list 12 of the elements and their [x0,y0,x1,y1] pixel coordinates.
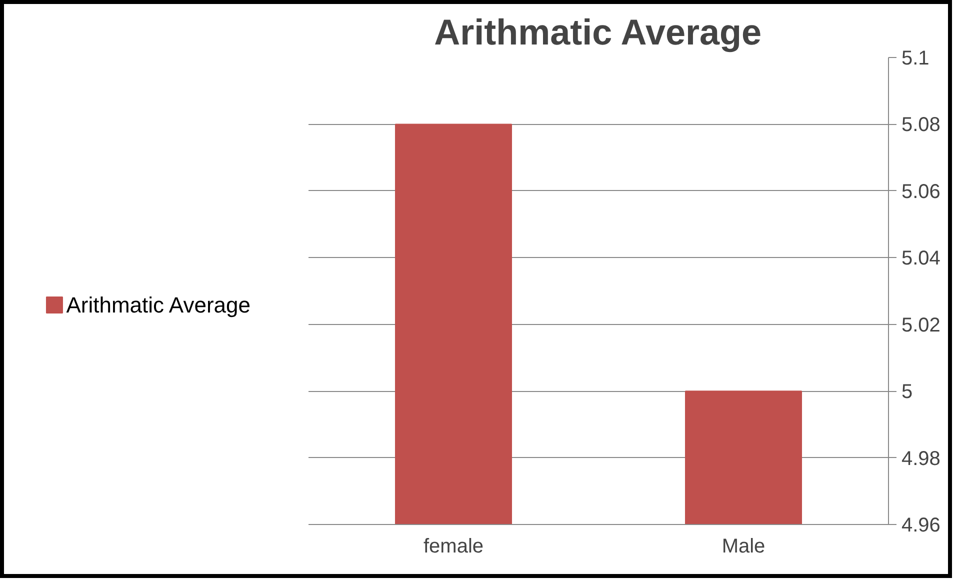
chart-title: Arithmatic Average [434,12,762,52]
y-tick-label: 5.06 [902,180,940,203]
y-tick-label: 5.04 [902,248,940,270]
y-tick-label: 5.1 [902,48,930,70]
y-tick-label: 4.96 [902,514,940,536]
x-tick-label: Male [722,536,766,558]
y-tick-label: 5.08 [902,114,940,136]
y-tick-label: 4.98 [902,448,940,470]
legend-label: Arithmatic Average [66,292,250,318]
x-tick-label: female [423,536,484,558]
y-tick-label: 5 [902,381,913,404]
y-tick-label: 5.02 [902,314,940,336]
